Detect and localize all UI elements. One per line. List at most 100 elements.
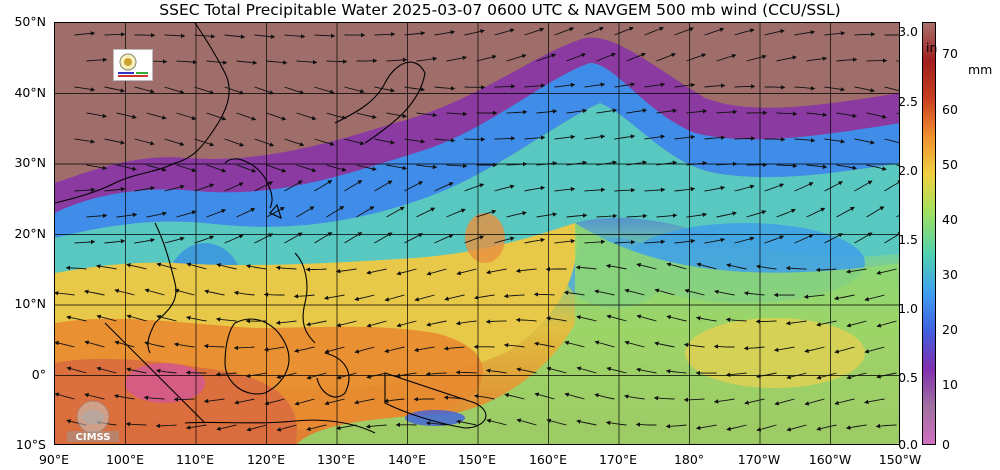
purple-band	[55, 37, 899, 213]
wind-arrow-icon	[734, 84, 756, 89]
wind-arrow-icon	[456, 268, 477, 276]
wind-arrow-icon	[704, 185, 726, 192]
wind-arrow-icon	[455, 370, 477, 375]
wind-arrow-icon	[354, 346, 375, 354]
wind-arrow-icon	[134, 86, 155, 94]
wind-arrow-icon	[674, 134, 696, 140]
wind-arrow-icon	[884, 232, 899, 244]
lon-label-140e: 140°E	[387, 452, 426, 467]
lon-label-180: 180°	[673, 452, 705, 467]
wind-arrow-icon	[326, 112, 347, 120]
wind-arrow-icon	[605, 263, 627, 270]
wind-arrow-icon	[446, 208, 466, 218]
colorbar-unit-inches: in	[926, 40, 938, 55]
wind-arrow-icon	[836, 206, 855, 218]
wind-arrow-icon	[704, 135, 726, 140]
wind-arrow-icon	[696, 262, 717, 270]
wind-arrow-icon	[776, 111, 798, 116]
wind-arrow-icon	[686, 161, 708, 166]
wind-arrow-icon	[806, 207, 826, 218]
wind-arrow-icon	[434, 138, 456, 143]
lon-label-160w: 160°W	[808, 452, 852, 467]
wind-arrow-icon	[674, 82, 696, 88]
wind-arrow-icon	[374, 138, 395, 145]
new-guinea-dry-patch	[405, 410, 465, 426]
wind-arrow-icon	[444, 294, 465, 301]
wind-arrow-icon	[725, 372, 747, 377]
wind-arrow-icon	[704, 27, 725, 36]
wind-arrow-icon	[164, 138, 185, 146]
moist-band-blue	[55, 63, 899, 238]
wind-arrow-icon	[143, 395, 165, 400]
wind-arrow-icon	[846, 372, 867, 380]
wind-arrow-icon	[234, 398, 255, 405]
wind-arrow-icon	[254, 34, 276, 39]
wind-arrow-icon	[104, 239, 126, 244]
wind-arrow-icon	[504, 392, 525, 400]
wind-arrow-icon	[804, 346, 825, 354]
wind-arrow-icon	[404, 86, 426, 92]
wind-arrow-icon	[824, 233, 843, 244]
wind-arrow-icon	[536, 212, 558, 218]
colorbar-in-tick: 3.0	[898, 24, 918, 39]
wind-arrow-icon	[626, 160, 648, 166]
colorbar-in-tick: 0.0	[898, 437, 918, 452]
wind-arrow-icon	[344, 86, 365, 94]
wind-arrow-icon	[396, 268, 417, 276]
graticule	[55, 23, 899, 444]
wind-arrow-icon	[134, 186, 156, 192]
wind-arrow-icon	[606, 366, 627, 374]
wind-arrow-icon	[434, 30, 456, 36]
wind-arrow-icon	[473, 294, 495, 300]
wind-arrow-icon	[416, 164, 438, 170]
wind-arrow-icon	[636, 314, 657, 322]
wind-arrow-icon	[714, 289, 735, 296]
wind-arrow-icon	[594, 289, 615, 296]
wind-arrow-icon	[866, 112, 887, 119]
wind-arrow-icon	[626, 213, 648, 219]
wind-arrow-icon	[263, 346, 285, 352]
wind-arrow-icon	[185, 424, 207, 430]
wind-arrow-icon	[594, 340, 615, 348]
wind-arrow-icon	[725, 317, 747, 322]
wind-arrow-icon	[566, 108, 588, 114]
wind-arrow-icon	[816, 372, 837, 380]
wind-arrow-icon	[686, 109, 708, 114]
wind-arrow-icon	[684, 288, 705, 296]
wind-arrow-icon	[503, 293, 525, 299]
wind-arrow-icon	[284, 34, 306, 39]
wind-arrow-icon	[404, 138, 426, 144]
wind-arrow-icon	[536, 53, 557, 62]
wind-arrow-icon	[566, 160, 588, 166]
wind-arrow-icon	[296, 164, 317, 173]
wind-arrow-icon	[326, 164, 347, 172]
wind-arrow-icon	[704, 237, 726, 244]
wind-arrow-icon	[176, 112, 197, 121]
wind-arrow-icon	[686, 212, 708, 218]
wind-arrow-icon	[854, 31, 876, 37]
wind-arrow-icon	[326, 59, 348, 64]
wind-arrow-icon	[596, 213, 618, 219]
wind-arrow-icon	[624, 288, 645, 296]
wind-arrow-icon	[524, 27, 545, 36]
wind-arrow-icon	[456, 419, 477, 426]
wind-arrow-icon	[384, 294, 405, 302]
wind-arrow-icon	[206, 112, 227, 121]
wind-arrow-icon	[275, 265, 297, 271]
lon-label-120e: 120°E	[246, 452, 285, 467]
wind-arrow-icon	[224, 182, 244, 192]
colorbar-unit-mm: mm	[968, 62, 993, 77]
wind-arrow-icon	[794, 30, 816, 36]
wind-arrow-icon	[306, 372, 327, 380]
wind-arrow-icon	[864, 346, 885, 354]
wind-arrow-icon	[276, 424, 297, 432]
wind-arrow-icon	[125, 421, 147, 427]
wind-arrow-icon	[155, 368, 177, 374]
wind-arrow-icon	[626, 52, 646, 62]
wind-arrow-icon	[476, 209, 497, 218]
wind-arrow-icon	[215, 372, 237, 377]
wind-arrow-icon	[113, 393, 135, 400]
wind-arrow-icon	[156, 314, 177, 322]
colorbar-in-tick: 1.0	[898, 301, 918, 316]
wind-arrow-icon	[584, 187, 606, 193]
